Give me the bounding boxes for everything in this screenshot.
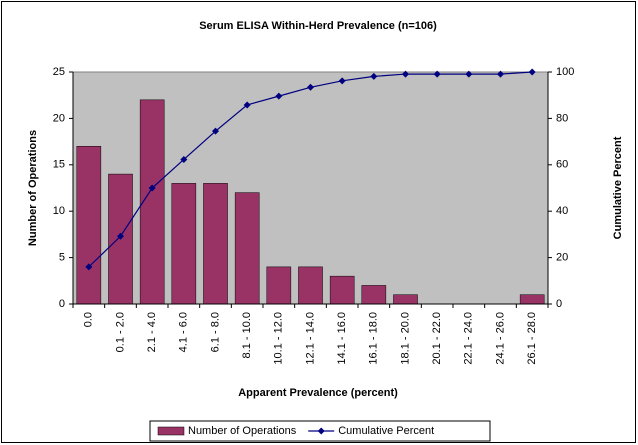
legend-swatch [157, 426, 185, 436]
y2-tick-label: 100 [556, 66, 574, 78]
x-tick-label: 26.1 - 28.0 [526, 312, 538, 365]
y2-tick-label: 0 [556, 298, 562, 310]
x-axis-label: Apparent Prevalence (percent) [238, 387, 398, 399]
legend-marker [317, 427, 325, 435]
y-axis-label: Number of Operations [27, 130, 39, 246]
x-tick-label: 8.1 - 10.0 [241, 312, 253, 358]
marker [243, 101, 251, 109]
bar [266, 266, 292, 305]
y-tick-label: 10 [53, 205, 65, 217]
marker [402, 70, 409, 78]
y2-tick-label: 20 [556, 252, 568, 264]
legend-label: Number of Operations [188, 425, 297, 437]
y-tick-label: 15 [53, 159, 65, 171]
x-tick-label: 2.1 - 4.0 [146, 312, 158, 352]
marker [433, 70, 441, 78]
x-tick-label: 14.1 - 16.0 [336, 312, 348, 365]
marker [307, 83, 314, 91]
marker [370, 72, 378, 80]
marker [180, 155, 188, 163]
bar [171, 183, 197, 305]
y2-tick-label: 60 [556, 159, 568, 171]
marker [497, 70, 504, 78]
x-tick-label: 6.1 - 8.0 [209, 312, 221, 352]
bar [329, 275, 355, 305]
y-tick-label: 0 [59, 298, 65, 310]
x-tick-label: 20.1 - 22.0 [431, 312, 443, 365]
chart-title: Serum ELISA Within-Herd Prevalence (n=10… [199, 20, 437, 32]
x-tick-label: 24.1 - 26.0 [494, 312, 506, 365]
bar [361, 285, 387, 305]
bar [108, 173, 133, 305]
marker [117, 232, 124, 240]
bar [393, 294, 418, 305]
bar [76, 145, 102, 305]
y2-axis-label: Cumulative Percent [612, 136, 624, 239]
marker [338, 77, 346, 85]
x-tick-label: 16.1 - 18.0 [368, 312, 380, 365]
x-tick-label: 10.1 - 12.0 [273, 312, 285, 365]
legend-label: Cumulative Percent [338, 425, 434, 437]
marker [85, 263, 93, 271]
y-tick-label: 25 [53, 66, 65, 78]
y2-tick-label: 40 [556, 205, 568, 217]
x-tick-label: 18.1 - 20.0 [399, 312, 411, 365]
bar [234, 192, 260, 305]
marker [148, 184, 156, 192]
x-tick-label: 4.1 - 6.0 [178, 312, 190, 352]
bar [298, 266, 323, 305]
y-tick-label: 5 [59, 252, 65, 264]
marker [212, 127, 219, 135]
marker [465, 70, 473, 78]
x-tick-label: 0.0 [83, 312, 95, 327]
x-tick-label: 0.1 - 2.0 [114, 312, 126, 352]
marker [275, 92, 283, 100]
bar [203, 183, 228, 305]
bar [519, 294, 545, 305]
marker [528, 68, 536, 76]
bar [139, 99, 165, 305]
y2-tick-label: 80 [556, 112, 568, 124]
x-tick-label: 12.1 - 14.0 [304, 312, 316, 365]
y-tick-label: 20 [53, 112, 65, 124]
x-tick-label: 22.1 - 24.0 [463, 312, 475, 365]
